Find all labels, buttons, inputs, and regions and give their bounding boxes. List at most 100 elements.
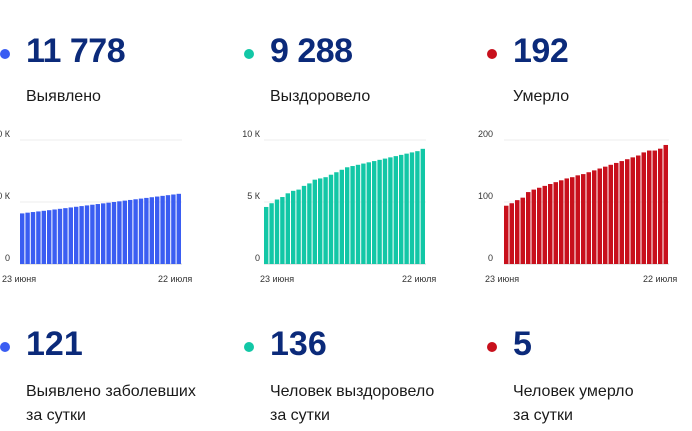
recovered-label: Выздоровело xyxy=(270,88,371,105)
x-tick-label: 22 июля xyxy=(643,274,677,284)
recovered-chart: 0 5 К 10 К 23 июня 22 июля xyxy=(242,129,436,284)
teal-dot-icon xyxy=(244,342,254,352)
bar xyxy=(111,202,117,264)
bar xyxy=(312,179,317,264)
bar xyxy=(144,197,149,264)
detected-label: Выявлено xyxy=(26,88,101,105)
bar xyxy=(74,206,79,264)
bar xyxy=(409,152,415,264)
bar xyxy=(520,197,525,264)
bar xyxy=(128,199,133,264)
daily-detected-line1: Выявлено заболевших xyxy=(26,383,196,400)
bar xyxy=(553,182,558,264)
bar xyxy=(41,210,46,264)
y-tick-label: 5 К xyxy=(247,191,261,201)
daily-deaths-line2: за сутки xyxy=(513,407,573,424)
bar xyxy=(20,213,25,264)
bar xyxy=(133,199,138,264)
bar xyxy=(155,196,160,264)
bar xyxy=(652,150,657,264)
bar xyxy=(415,151,420,264)
daily-recovered-value: 136 xyxy=(270,325,327,363)
bar xyxy=(30,212,36,264)
bar xyxy=(25,212,30,264)
bar xyxy=(138,198,144,264)
bar xyxy=(323,177,328,264)
daily-block-recovered: 136 Человек выздоровело за сутки xyxy=(244,0,474,424)
bar xyxy=(625,159,630,264)
bar xyxy=(564,178,569,264)
bar xyxy=(548,184,553,264)
bar xyxy=(269,203,274,264)
bar xyxy=(350,166,355,264)
bar xyxy=(542,185,547,264)
bar xyxy=(586,172,591,264)
bar xyxy=(122,200,127,264)
bar xyxy=(176,193,181,264)
deaths-chart: 0 100 200 23 июня 22 июля xyxy=(478,129,677,284)
blue-dot-icon xyxy=(0,342,10,352)
bar xyxy=(345,167,350,264)
daily-deaths-value: 5 xyxy=(513,325,532,363)
bar xyxy=(291,190,296,264)
bar xyxy=(95,204,100,264)
bar xyxy=(515,200,520,264)
daily-recovered-line1: Человек выздоровело xyxy=(270,383,435,400)
bar xyxy=(630,157,635,264)
x-tick-label: 22 июля xyxy=(402,274,436,284)
bar xyxy=(399,154,404,264)
bar xyxy=(63,208,68,264)
daily-detected-value: 121 xyxy=(26,325,83,363)
detected-chart: 0 10 К 20 К 23 июня 22 июля xyxy=(0,129,192,284)
y-tick-label: 10 К xyxy=(242,129,261,139)
bar xyxy=(382,158,388,264)
bar xyxy=(280,197,285,264)
bar xyxy=(388,157,393,264)
daily-deaths-label: Человек умерло за сутки xyxy=(513,380,692,428)
bar xyxy=(420,148,425,264)
bar xyxy=(366,162,371,264)
teal-dot-icon xyxy=(244,49,254,59)
bar xyxy=(570,177,575,264)
bar xyxy=(636,155,641,264)
bar xyxy=(339,169,344,264)
bar xyxy=(663,144,668,264)
bar xyxy=(318,178,323,264)
red-dot-icon xyxy=(487,49,497,59)
bar xyxy=(377,159,382,264)
bar xyxy=(608,164,613,264)
bar xyxy=(641,152,646,264)
bar xyxy=(171,194,176,264)
bar xyxy=(57,208,63,264)
daily-recovered-label: Человек выздоровело за сутки xyxy=(270,380,470,428)
bar xyxy=(165,195,171,264)
bar xyxy=(52,209,57,264)
bar xyxy=(504,205,509,264)
bar xyxy=(47,210,52,264)
daily-block-detected: 121 Выявлено заболевших за сутки xyxy=(0,0,230,424)
daily-deaths-line1: Человек умерло xyxy=(513,383,634,400)
bar xyxy=(393,156,398,264)
bar xyxy=(619,161,624,264)
bar xyxy=(79,206,84,264)
bar xyxy=(592,170,597,264)
x-tick-label: 23 июня xyxy=(485,274,519,284)
bar xyxy=(106,202,111,264)
deaths-total: 192 xyxy=(513,32,569,70)
bar xyxy=(404,153,409,264)
bar xyxy=(647,150,652,264)
bar xyxy=(84,205,90,264)
bar xyxy=(559,180,564,264)
bar xyxy=(575,175,580,264)
bar xyxy=(264,206,269,264)
stat-block-detected: 11 778 Выявлено 0 10 К 20 К 23 июня 22 июля xyxy=(0,0,230,300)
bar xyxy=(526,192,531,264)
bar xyxy=(614,162,619,264)
bar xyxy=(372,161,377,264)
daily-block-deaths: 5 Человек умерло за сутки xyxy=(487,0,692,424)
bar xyxy=(355,164,361,264)
daily-detected-line2: за сутки xyxy=(26,407,86,424)
bar xyxy=(149,197,154,264)
deaths-label: Умерло xyxy=(513,88,570,105)
y-tick-label: 10 К xyxy=(0,191,11,201)
